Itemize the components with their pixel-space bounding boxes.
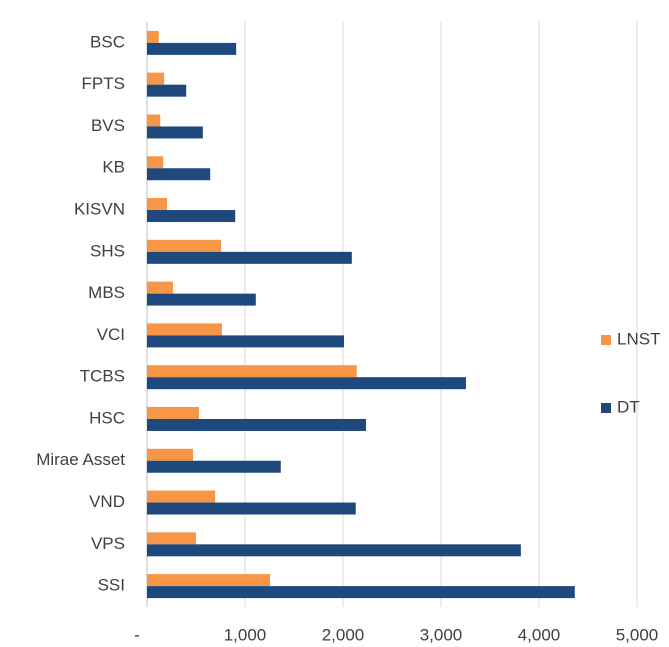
bar [147,448,194,461]
y-tick-label: KB [102,158,125,177]
bar [147,293,256,306]
bar [147,335,344,348]
y-tick-label: SHS [90,241,125,260]
y-tick-label: VCI [97,325,125,344]
bar [147,502,356,515]
bar [147,198,168,211]
bar [147,42,237,55]
bar [147,126,203,139]
legend-swatch [601,335,611,345]
y-tick-label: BVS [91,116,125,135]
y-tick-label: VPS [91,534,125,553]
bar [147,460,281,473]
bar [147,406,199,419]
bar [147,30,159,43]
bar [147,323,222,336]
bar [147,251,352,264]
bar [147,239,221,252]
bar [147,114,161,127]
legend-swatch [601,403,611,413]
bar [147,586,575,599]
bar [147,574,270,587]
x-tick-label: 3,000 [420,625,463,644]
bar [147,168,211,181]
y-tick-label: FPTS [82,74,125,93]
y-tick-label: VND [89,492,125,511]
x-tick-label: 4,000 [518,625,561,644]
x-tick-label: 5,000 [616,625,659,644]
bar [147,210,236,223]
bar [147,281,173,294]
y-tick-label: TCBS [80,367,125,386]
bar [147,418,367,431]
y-tick-label: BSC [90,32,125,51]
y-tick-label: Mirae Asset [36,450,125,469]
x-tick-label: 1,000 [224,625,267,644]
x-tick-label: 2,000 [322,625,365,644]
y-tick-label: SSI [98,576,125,595]
legend-label: LNST [617,329,660,348]
bar [147,156,164,169]
bar [147,532,196,545]
y-tick-label: MBS [88,283,125,302]
bar [147,377,466,390]
bar [147,544,521,557]
y-tick-label: KISVN [74,200,125,219]
bar [147,365,357,378]
bar [147,490,216,503]
bar [147,84,187,97]
y-tick-label: HSC [89,408,125,427]
x-tick-label: - [134,625,140,644]
bar [147,72,165,85]
legend-label: DT [617,397,640,416]
